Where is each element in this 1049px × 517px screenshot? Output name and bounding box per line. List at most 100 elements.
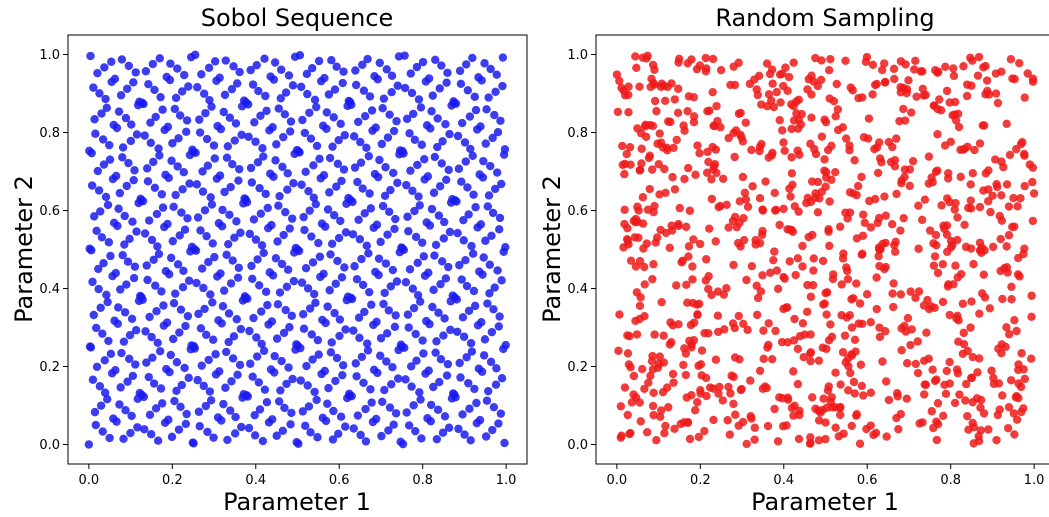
- scatter-point: [356, 430, 365, 440]
- scatter-point: [323, 302, 332, 311]
- scatter-point: [268, 271, 278, 280]
- scatter-point: [913, 337, 922, 346]
- scatter-point: [711, 237, 720, 246]
- scatter-point: [718, 396, 727, 405]
- scatter-point: [748, 182, 757, 191]
- scatter-point: [889, 302, 898, 312]
- scatter-point: [632, 63, 641, 73]
- scatter-point: [247, 261, 256, 271]
- scatter-point: [1020, 374, 1030, 384]
- scatter-point: [230, 136, 239, 145]
- scatter-point: [391, 311, 400, 320]
- scatter-point: [353, 411, 363, 420]
- scatter-point: [218, 205, 227, 215]
- scatter-point: [616, 433, 626, 442]
- scatter-point: [356, 137, 365, 147]
- scatter-point: [329, 113, 338, 122]
- scatter-point: [321, 222, 330, 231]
- scatter-point: [798, 319, 808, 328]
- scatter-point: [438, 428, 448, 437]
- scatter-point: [118, 143, 128, 152]
- scatter-point: [820, 115, 829, 124]
- scatter-point: [330, 85, 340, 94]
- scatter-point: [181, 321, 190, 331]
- scatter-point: [199, 283, 208, 293]
- scatter-point: [478, 173, 488, 182]
- scatter-point: [997, 191, 1006, 200]
- scatter-point: [177, 380, 186, 390]
- scatter-point: [415, 201, 424, 210]
- scatter-point: [683, 163, 693, 173]
- scatter-point: [1004, 231, 1014, 240]
- x-tick-label: 1.0: [1024, 473, 1045, 488]
- scatter-point: [649, 410, 658, 420]
- scatter-point: [289, 276, 299, 286]
- scatter-point: [820, 166, 829, 175]
- scatter-point: [149, 255, 158, 264]
- scatter-point: [366, 204, 376, 213]
- scatter-point: [437, 159, 446, 168]
- scatter-point: [674, 320, 683, 329]
- scatter-point: [315, 252, 325, 261]
- scatter-point: [808, 393, 817, 402]
- scatter-point: [872, 304, 881, 314]
- scatter-point: [932, 435, 942, 445]
- scatter-point: [945, 310, 954, 320]
- scatter-point: [307, 232, 316, 241]
- scatter-point: [113, 319, 123, 328]
- scatter-point: [933, 68, 942, 77]
- scatter-point: [927, 173, 936, 182]
- scatter-point: [847, 295, 856, 304]
- scatter-point: [684, 252, 693, 261]
- scatter-point: [103, 394, 112, 404]
- scatter-point: [130, 262, 140, 271]
- scatter-point: [680, 174, 689, 184]
- scatter-point: [114, 303, 123, 312]
- scatter-point: [211, 370, 221, 379]
- scatter-point: [998, 391, 1007, 400]
- scatter-point: [194, 407, 204, 416]
- scatter-point: [376, 334, 386, 343]
- scatter-point: [902, 85, 912, 94]
- scatter-point: [1005, 330, 1014, 339]
- scatter-point: [381, 163, 390, 172]
- scatter-point: [856, 360, 866, 369]
- scatter-point: [434, 308, 443, 317]
- scatter-point: [695, 239, 705, 249]
- scatter-point: [400, 83, 410, 93]
- scatter-point: [169, 299, 179, 308]
- scatter-point: [290, 149, 299, 159]
- scatter-point: [308, 355, 317, 364]
- scatter-point: [685, 206, 695, 215]
- scatter-point: [741, 195, 751, 204]
- scatter-point: [369, 223, 378, 232]
- scatter-point: [109, 218, 119, 228]
- scatter-point: [720, 325, 729, 334]
- scatter-point: [349, 424, 358, 433]
- scatter-point: [86, 343, 96, 352]
- x-ticks: 0.0 0.2 0.4 0.6 0.8 1.0: [79, 464, 516, 488]
- scatter-point: [152, 209, 162, 219]
- scatter-point: [793, 379, 803, 389]
- scatter-point: [377, 139, 387, 149]
- scatter-point: [114, 204, 123, 213]
- scatter-point: [465, 404, 474, 413]
- scatter-point: [1002, 323, 1011, 332]
- scatter-point: [680, 126, 689, 135]
- scatter-point: [879, 59, 889, 68]
- scatter-point: [874, 243, 884, 252]
- scatter-point: [355, 333, 364, 343]
- scatter-point: [773, 437, 783, 446]
- scatter-point: [857, 172, 866, 182]
- y-tick-label: 1.0: [567, 48, 588, 63]
- scatter-point: [402, 114, 412, 124]
- scatter-point: [645, 151, 655, 160]
- scatter-point: [997, 340, 1006, 349]
- scatter-point: [469, 286, 479, 296]
- scatter-point: [758, 271, 767, 280]
- scatter-point: [891, 237, 900, 247]
- scatter-point: [623, 331, 632, 340]
- scatter-point: [336, 119, 345, 129]
- scatter-point: [908, 156, 918, 166]
- scatter-point: [708, 142, 717, 152]
